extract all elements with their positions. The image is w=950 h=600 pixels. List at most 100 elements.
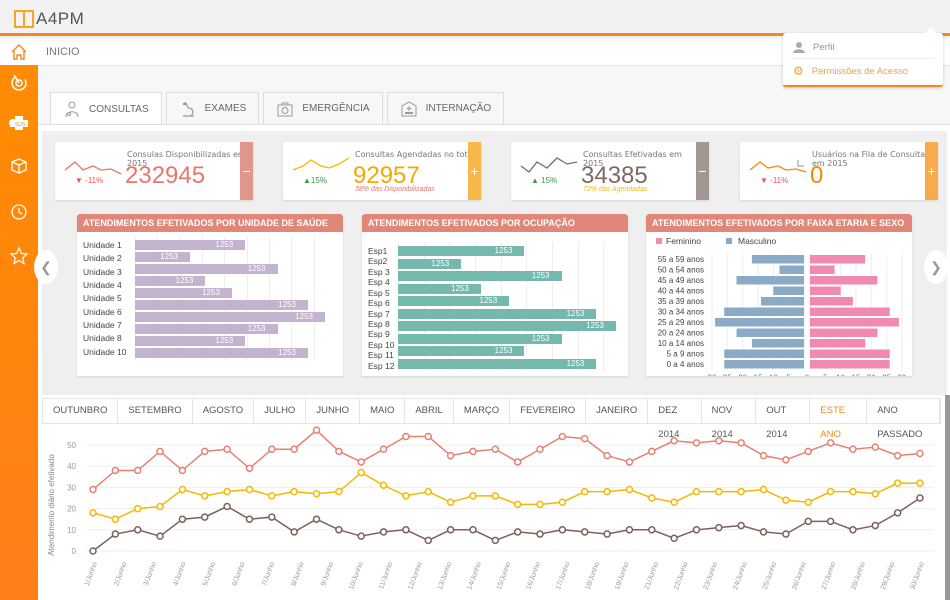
bar[interactable]: 1253 [135,348,308,358]
data-point[interactable] [871,490,880,498]
data-point[interactable] [245,464,254,473]
data-point[interactable] [133,504,142,513]
data-point[interactable] [782,530,790,538]
data-point[interactable] [715,437,723,445]
data-point[interactable] [402,526,410,534]
bar[interactable]: 1253 [135,252,191,262]
data-point[interactable] [446,451,455,460]
data-point[interactable] [178,515,187,523]
data-point[interactable] [312,490,321,498]
data-point[interactable] [89,509,97,517]
data-point[interactable] [156,532,164,540]
bar[interactable]: 1253 [135,264,278,274]
data-point[interactable] [357,458,365,466]
month-filter-7[interactable]: MARÇO [454,399,511,423]
data-point[interactable] [536,500,544,509]
data-point[interactable] [491,445,500,453]
breadcrumb-home[interactable]: INICIO [46,46,80,58]
data-point[interactable] [759,451,768,460]
bar[interactable]: 1253 [398,333,562,344]
data-point[interactable] [536,445,544,453]
data-point[interactable] [133,526,142,534]
data-point[interactable] [603,451,611,460]
month-filter-8[interactable]: FEVEREIRO [510,399,587,423]
tab-internacao[interactable]: INTERNAÇÃO [386,92,505,124]
month-filter-11[interactable]: NOV 2014 [702,399,757,440]
data-point[interactable] [513,458,522,466]
data-point[interactable] [223,502,231,511]
data-point[interactable] [268,513,276,521]
data-point[interactable] [826,517,835,526]
month-filter-6[interactable]: ABRIL [405,399,454,423]
month-filter-12[interactable]: OUT 2014 [756,399,811,440]
data-point[interactable] [424,432,433,441]
data-point[interactable] [402,432,410,441]
data-point[interactable] [424,487,433,496]
data-point[interactable] [201,447,209,456]
data-point[interactable] [916,494,924,502]
data-point[interactable] [692,526,701,534]
data-point[interactable] [335,487,343,496]
data-point[interactable] [625,485,634,494]
bar[interactable]: 1253 [135,324,278,334]
data-point[interactable] [178,466,187,475]
data-point[interactable] [625,458,634,466]
expand-button[interactable]: + [925,142,938,200]
data-point[interactable] [223,445,231,453]
data-point[interactable] [603,487,611,496]
data-point[interactable] [558,432,567,441]
data-point[interactable] [692,439,701,447]
data-point[interactable] [826,487,835,496]
data-point[interactable] [648,447,656,456]
data-point[interactable] [491,492,500,500]
data-point[interactable] [178,485,187,494]
scrollbar[interactable] [945,395,950,600]
month-filter-5[interactable]: MAIO [360,399,406,423]
bar[interactable]: 1253 [398,283,481,294]
data-point[interactable] [335,526,343,534]
data-point[interactable] [111,466,120,475]
data-point[interactable] [89,547,97,555]
data-point[interactable] [849,445,857,453]
data-point[interactable] [223,487,231,496]
data-point[interactable] [625,526,634,534]
menu-item-permissoes[interactable]: ⚙ Permissões de Acesso [793,64,908,78]
sidebar-item-history[interactable] [9,202,29,222]
month-filter-14[interactable]: ANO PASSADO [867,399,941,440]
menu-item-perfil[interactable]: Perfil [793,37,835,57]
sidebar-item-favorites[interactable] [9,246,29,266]
bar[interactable]: 1253 [135,276,206,286]
data-point[interactable] [379,481,388,490]
data-point[interactable] [201,513,209,521]
data-point[interactable] [648,494,656,502]
tab-consultas[interactable]: CONSULTAS [50,92,162,125]
data-point[interactable] [670,437,678,445]
bar[interactable]: 1253 [135,312,325,322]
data-point[interactable] [513,528,522,536]
data-point[interactable] [692,487,701,496]
data-point[interactable] [111,530,120,538]
data-point[interactable] [446,526,455,534]
data-point[interactable] [379,528,388,536]
bar[interactable]: 1253 [398,346,525,356]
data-point[interactable] [670,534,678,543]
data-point[interactable] [893,451,902,460]
data-point[interactable] [133,466,142,475]
data-point[interactable] [312,515,321,523]
data-point[interactable] [357,532,365,540]
carousel-next-button[interactable]: ❯ [924,250,948,284]
bar[interactable]: 1253 [398,358,597,369]
data-point[interactable] [737,439,745,447]
data-point[interactable] [916,479,924,487]
bar[interactable]: 1253 [135,336,246,346]
data-point[interactable] [469,447,477,456]
month-filter-2[interactable]: AGOSTO [193,399,255,423]
data-point[interactable] [89,485,97,494]
month-filter-0[interactable]: OUTUNBRO [43,399,119,423]
carousel-prev-button[interactable]: ❮ [34,250,58,284]
data-point[interactable] [715,487,723,496]
sidebar-item-box[interactable] [9,156,29,176]
data-point[interactable] [849,487,857,496]
bar[interactable]: 1253 [135,240,246,250]
data-point[interactable] [245,515,254,523]
